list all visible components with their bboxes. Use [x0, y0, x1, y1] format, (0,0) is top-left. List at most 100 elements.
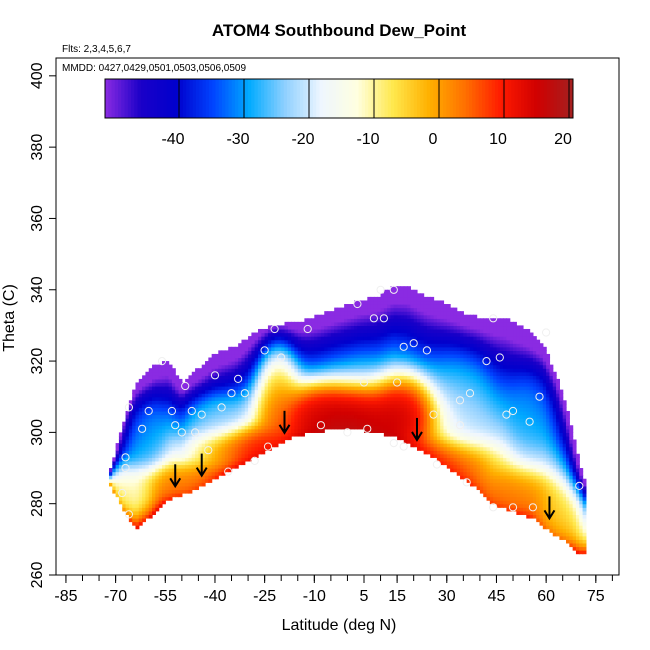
field-cell: [446, 332, 451, 337]
field-cell: [224, 364, 229, 369]
field-cell: [529, 478, 534, 483]
field-cell: [214, 400, 219, 405]
field-cell: [175, 400, 180, 405]
field-cell: [370, 314, 375, 319]
field-cell: [148, 418, 153, 423]
field-cell: [407, 393, 411, 398]
field-cell: [294, 389, 299, 394]
field-cell: [532, 361, 537, 366]
field-cell: [138, 517, 143, 523]
field-cell: [387, 410, 392, 416]
field-cell: [224, 439, 229, 444]
field-cell: [161, 407, 166, 412]
field-cell: [330, 393, 335, 398]
field-cell: [171, 393, 176, 398]
field-cell: [450, 407, 455, 412]
field-cell: [234, 432, 239, 437]
field-cell: [330, 403, 335, 409]
field-cell: [463, 439, 468, 444]
field-cell: [430, 346, 435, 351]
field-cell: [138, 471, 143, 476]
field-cell: [493, 328, 498, 334]
field-cell: [185, 386, 190, 391]
field-cell: [509, 382, 514, 387]
field-cell: [393, 311, 398, 316]
field-cell: [436, 328, 441, 334]
field-cell: [440, 421, 445, 426]
field-cell: [155, 475, 160, 480]
field-cell: [291, 382, 296, 387]
field-cell: [403, 364, 408, 369]
field-cell: [241, 343, 246, 348]
field-cell: [214, 471, 219, 476]
field-cell: [456, 361, 461, 366]
field-cell: [132, 446, 137, 451]
field-cell: [373, 393, 378, 398]
field-cell: [440, 350, 445, 355]
field-cell: [469, 468, 474, 473]
field-cell: [281, 389, 286, 394]
field-cell: [420, 446, 425, 451]
field-cell: [350, 318, 355, 323]
field-cell: [291, 321, 296, 327]
field-cell: [181, 457, 186, 462]
field-cell: [446, 446, 451, 451]
field-cell: [281, 361, 286, 366]
field-cell: [142, 496, 147, 501]
field-cell: [473, 400, 478, 405]
field-cell: [158, 389, 163, 394]
field-cell: [161, 439, 166, 444]
field-cell: [324, 425, 329, 430]
field-cell: [446, 403, 451, 409]
field-cell: [469, 393, 474, 398]
field-cell: [350, 325, 355, 330]
field-cell: [251, 364, 256, 369]
field-cell: [122, 471, 127, 476]
field-cell: [380, 389, 385, 394]
field-cell: [446, 336, 451, 341]
field-cell: [380, 336, 385, 341]
field-cell: [274, 382, 279, 387]
field-cell: [363, 428, 368, 433]
field-cell: [165, 468, 170, 473]
field-cell: [476, 478, 481, 483]
field-cell: [175, 396, 180, 401]
field-cell: [224, 371, 229, 376]
field-cell: [529, 503, 534, 508]
field-cell: [287, 353, 292, 359]
field-cell: [132, 492, 137, 498]
field-cell: [383, 343, 388, 348]
field-cell: [287, 382, 292, 387]
field-cell: [503, 353, 507, 359]
field-cell: [132, 489, 137, 494]
field-cell: [506, 439, 511, 444]
field-cell: [370, 421, 375, 426]
field-cell: [214, 357, 219, 362]
field-cell: [420, 318, 425, 323]
field-cell: [363, 371, 368, 376]
field-cell: [211, 389, 216, 394]
field-cell: [496, 396, 501, 401]
field-cell: [350, 410, 355, 416]
field-cell: [148, 489, 153, 494]
field-cell: [234, 418, 239, 423]
field-cell: [228, 443, 233, 448]
field-cell: [433, 343, 438, 348]
field-cell: [397, 435, 402, 441]
field-cell: [393, 421, 398, 426]
field-cell: [228, 382, 233, 387]
field-cell: [347, 386, 352, 391]
field-cell: [307, 421, 312, 426]
field-cell: [254, 353, 259, 359]
field-cell: [476, 396, 481, 401]
field-cell: [152, 485, 156, 491]
field-cell: [436, 311, 441, 316]
field-cell: [218, 457, 223, 462]
field-cell: [320, 386, 325, 391]
field-cell: [125, 439, 130, 444]
field-cell: [191, 414, 196, 419]
field-cell: [436, 386, 441, 391]
field-cell: [496, 393, 501, 398]
field-cell: [201, 407, 206, 412]
field-cell: [499, 439, 504, 444]
